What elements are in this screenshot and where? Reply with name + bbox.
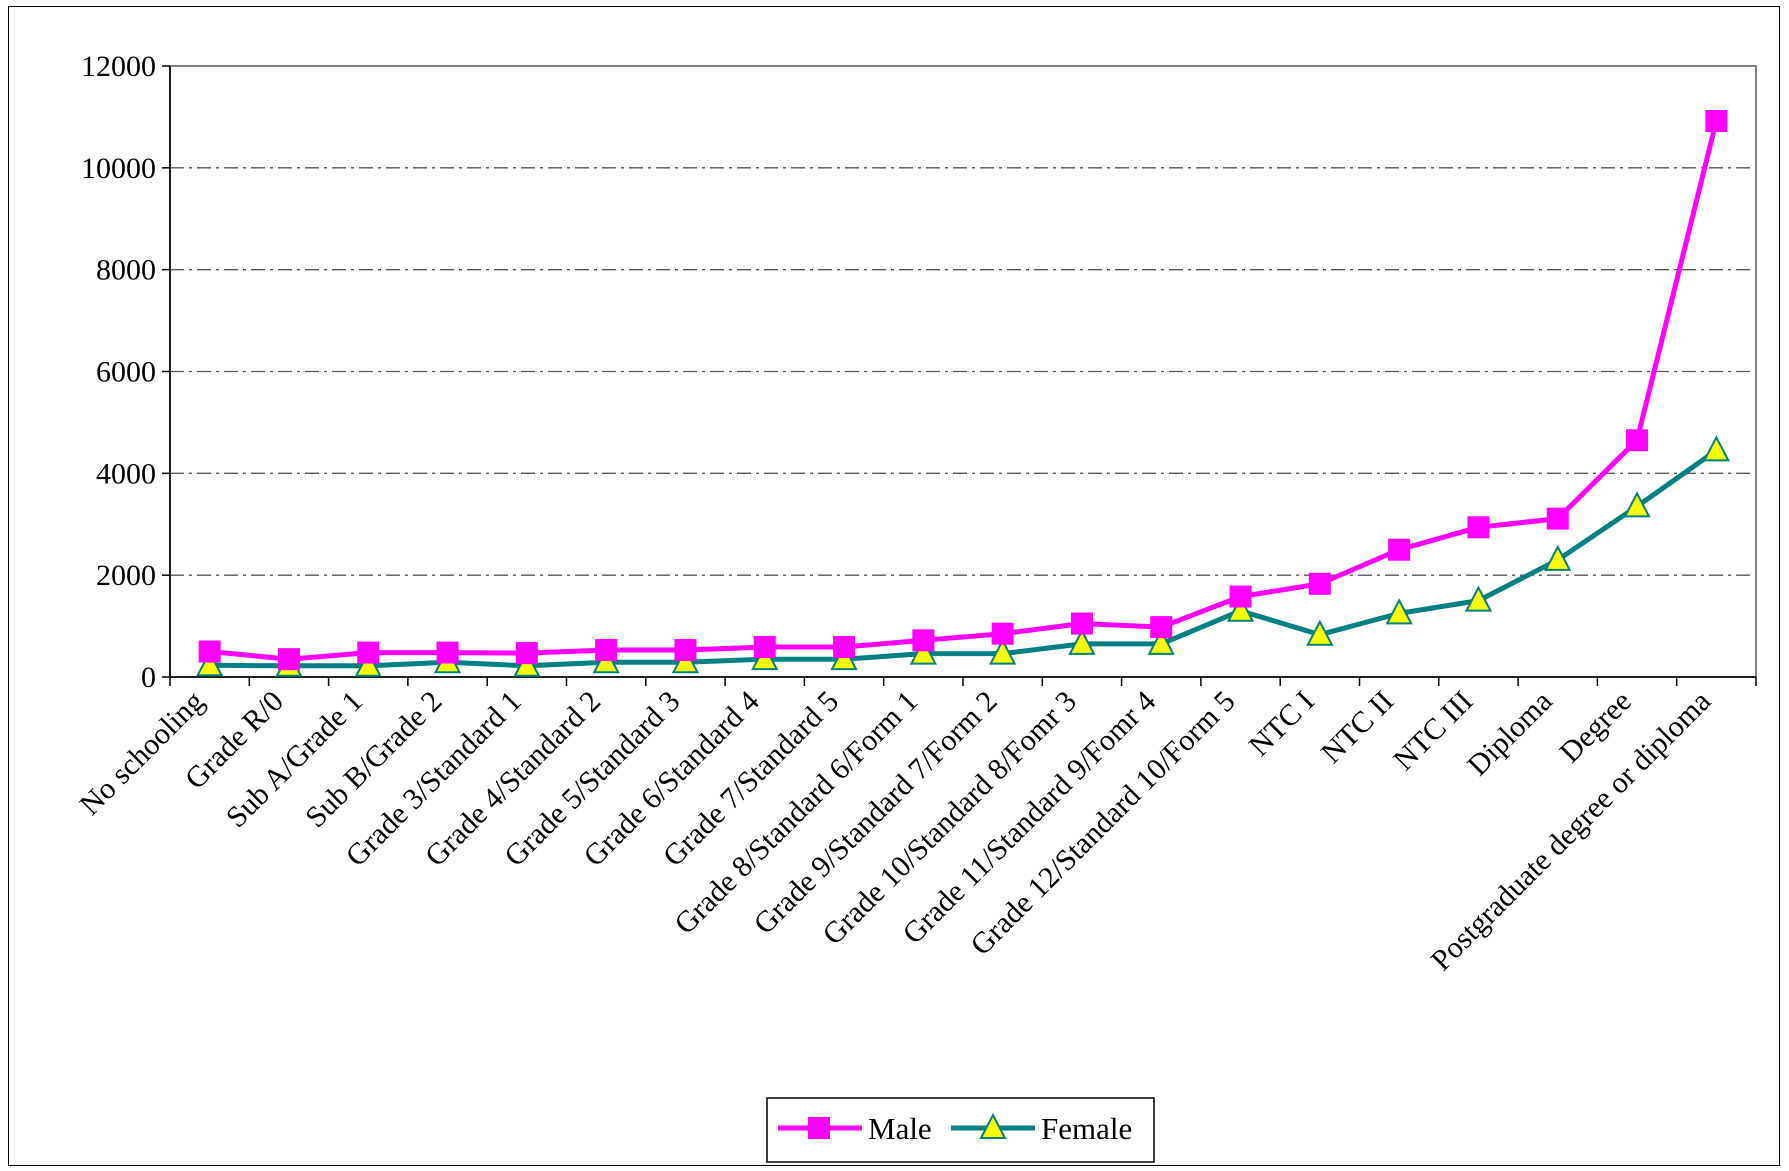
x-category-label: Diploma [1461,685,1559,783]
y-tick-label: 2000 [96,559,156,592]
legend-female-marker [979,1112,1007,1139]
legend-female-label: Female [1041,1111,1132,1146]
data-point-male [991,622,1014,645]
data-point-female [513,650,541,677]
axes [162,65,1757,686]
y-tick-labels: 0 2000 4000 6000 8000 10000 12000 [81,50,156,694]
x-category-label: NTC I [1243,685,1321,763]
y-tick-label: 0 [141,661,156,694]
data-point-female [1702,435,1730,462]
y-tick-label: 8000 [96,254,156,287]
y-tick-label: 10000 [81,152,156,185]
data-point-female [989,638,1017,665]
data-point-female [1623,491,1651,518]
data-point-male [595,639,618,662]
data-point-female [1544,544,1572,571]
data-point-female [196,650,224,677]
data-point-female [354,650,382,677]
data-point-male [1626,429,1649,452]
data-point-female [909,638,937,665]
data-point-male [1467,516,1490,539]
x-category-label: NTC II [1315,685,1400,770]
data-point-female [1385,598,1413,625]
data-point-female [1306,619,1334,646]
y-tick-label: 12000 [81,50,156,83]
chart-frame [8,6,1780,1166]
gridlines [170,167,1756,576]
data-point-male [674,639,697,662]
data-point-male [1705,109,1728,132]
data-point-male [357,641,380,664]
data-point-male [1150,616,1173,639]
data-point-male [753,635,776,658]
data-point-female [1147,628,1175,655]
legend-entry-male: Male [778,1111,932,1146]
series-line-female [209,448,1718,669]
data-point-female [1226,595,1255,622]
data-point-male [1070,612,1093,635]
data-point-male [1546,507,1569,530]
data-point-male [515,642,538,665]
data-point-female [1068,628,1096,655]
data-point-male [436,641,459,664]
data-point-male [277,648,300,671]
data-point-male [833,635,856,658]
data-point-male [1388,538,1411,561]
legend: Male Female [766,1097,1155,1163]
legend-entry-female: Female [951,1111,1132,1146]
data-point-male [912,629,935,652]
y-tick-label: 4000 [96,457,156,490]
series-line-male [209,120,1719,662]
x-category-label: No schooling [74,685,211,822]
x-category-label: Sub B/Grade 2 [299,685,448,834]
data-point-male [198,640,221,663]
x-category-label: Sub A/Grade 1 [220,685,369,834]
legend-male-marker [808,1117,830,1139]
y-tick-label: 6000 [96,356,156,389]
legend-male-label: Male [868,1111,932,1146]
series [196,109,1730,677]
data-point-female [1464,585,1493,612]
data-point-male [1308,572,1331,595]
data-point-male [1229,585,1252,608]
